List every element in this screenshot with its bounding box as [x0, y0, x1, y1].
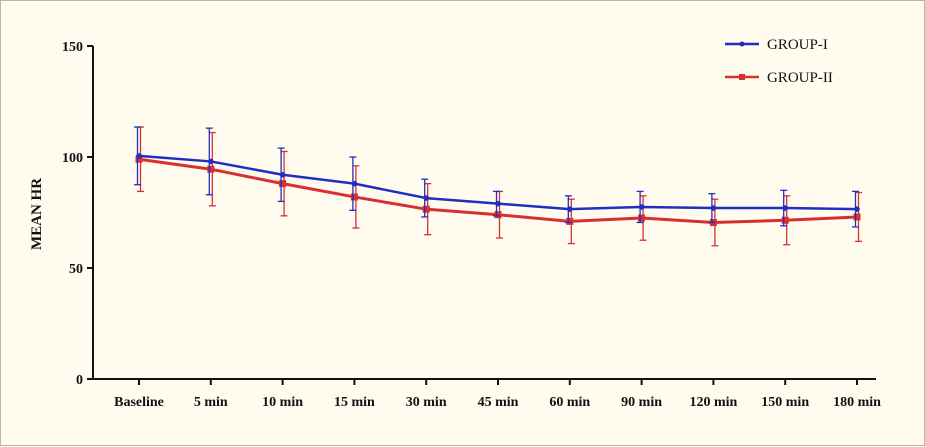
legend-swatch-marker: [739, 41, 745, 47]
y-ticks: 0 50 100 150: [62, 40, 93, 388]
x-tick-label: 15 min: [334, 395, 375, 410]
y-axis-title: MEAN HR: [29, 178, 45, 250]
data-point: [567, 206, 573, 212]
data-point: [135, 155, 143, 163]
y-tick-label: 50: [69, 262, 83, 277]
data-point: [207, 165, 215, 173]
data-point: [422, 205, 430, 213]
data-point: [279, 180, 287, 188]
x-tick-label: 150 min: [761, 395, 809, 410]
legend-swatch-marker: [739, 74, 745, 80]
legend-label: GROUP-I: [767, 37, 828, 53]
y-tick-label: 0: [76, 373, 83, 388]
series-group-ii: [135, 126, 862, 247]
legend-item-group-1: GROUP-I: [725, 37, 828, 53]
data-point: [853, 213, 861, 221]
series-layer: [134, 126, 862, 247]
y-tick-label: 100: [62, 151, 83, 166]
data-point: [350, 193, 358, 201]
x-tick-label: 45 min: [478, 395, 519, 410]
series-group-i: [134, 126, 860, 228]
x-ticks: Baseline 5 min 10 min 15 min 30 min 45 min 60 …: [114, 379, 881, 410]
data-point: [566, 217, 574, 225]
data-point: [854, 206, 860, 212]
data-point: [638, 214, 646, 222]
data-point: [279, 171, 286, 178]
data-point: [710, 205, 717, 211]
data-point: [423, 195, 430, 201]
legend-label: GROUP-II: [767, 70, 833, 86]
data-point: [351, 180, 358, 187]
x-tick-label: 60 min: [549, 395, 590, 410]
data-point: [208, 158, 214, 165]
x-tick-label: 10 min: [262, 395, 303, 410]
data-point: [494, 211, 502, 219]
data-point: [781, 216, 789, 224]
data-point: [495, 200, 501, 207]
x-tick-label: 90 min: [621, 395, 662, 410]
data-point: [136, 153, 142, 159]
x-tick-label: 30 min: [406, 395, 447, 410]
legend: GROUP-I GROUP-II: [725, 37, 833, 86]
axes: [92, 46, 876, 380]
data-point: [638, 204, 645, 210]
x-tick-label: 120 min: [689, 395, 737, 410]
y-tick-label: 150: [62, 40, 83, 55]
x-tick-label: Baseline: [114, 395, 164, 410]
x-tick-label: 5 min: [194, 395, 228, 410]
legend-item-group-2: GROUP-II: [725, 70, 833, 86]
data-point: [782, 205, 788, 211]
x-tick-label: 180 min: [833, 395, 881, 410]
